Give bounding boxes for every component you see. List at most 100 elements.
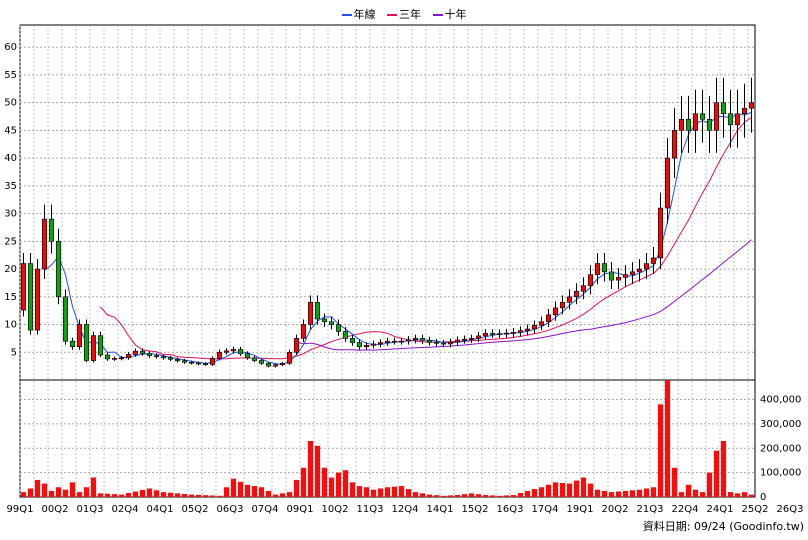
candle-body: [678, 118, 685, 131]
volume-tick-label: 200,000: [760, 443, 801, 454]
volume-bar: [209, 495, 216, 497]
candle-body: [377, 342, 384, 345]
volume-bar: [251, 486, 258, 497]
legend-swatch-annual: [341, 14, 352, 16]
x-tick-label: 00Q2: [42, 504, 69, 515]
candle-body: [195, 362, 202, 365]
volume-bar: [188, 494, 195, 497]
volume-bar: [594, 489, 601, 497]
candle-body: [265, 363, 272, 367]
volume-tick-label: 0: [760, 492, 766, 503]
candle-body: [160, 356, 167, 359]
candle-body: [69, 340, 76, 348]
candle-body: [209, 358, 216, 365]
price-tick-label: 60: [4, 42, 17, 53]
price-tick-label: 35: [4, 181, 17, 192]
candle-body: [741, 107, 748, 115]
candle-body: [286, 351, 293, 364]
candle-body: [671, 130, 678, 159]
volume-bar: [517, 492, 524, 497]
volume-bar: [125, 493, 132, 497]
candle-body: [391, 340, 398, 343]
candle-body: [118, 357, 125, 360]
candle-body: [713, 102, 720, 131]
price-tick-label: 30: [4, 209, 17, 220]
volume-bar: [713, 450, 720, 497]
x-tick-label: 11Q3: [357, 504, 384, 515]
price-panel-frame: [19, 24, 756, 381]
volume-bar: [230, 478, 237, 497]
volume-bar: [104, 493, 111, 497]
x-tick-label: 14Q1: [427, 504, 454, 515]
volume-bar: [503, 495, 510, 497]
candle-body: [706, 118, 713, 131]
x-tick-label: 02Q4: [112, 504, 139, 515]
candle-body: [559, 302, 566, 309]
candle-body: [363, 345, 370, 348]
volume-bar: [363, 487, 370, 497]
candle-body: [468, 338, 475, 340]
price-tick-label: 40: [4, 153, 17, 164]
volume-bar: [300, 467, 307, 497]
volume-bar: [566, 483, 573, 497]
volume-bar: [433, 495, 440, 497]
volume-bar: [55, 487, 62, 497]
volume-bar: [202, 495, 209, 497]
volume-tick-label: 300,000: [760, 419, 801, 430]
candle-body: [76, 324, 83, 348]
candle-body: [461, 338, 468, 341]
volume-bar: [139, 489, 146, 497]
price-tick-label: 20: [4, 264, 17, 275]
x-tick-label: 21Q3: [637, 504, 664, 515]
volume-bar: [657, 404, 664, 497]
candle-body: [447, 341, 454, 345]
candle-body: [384, 340, 391, 343]
candle-body: [202, 363, 209, 366]
candle-body: [496, 333, 503, 335]
candle-body: [272, 364, 279, 367]
candle-body: [132, 350, 139, 355]
candle-body: [307, 302, 314, 325]
x-tick-label: 09Q1: [287, 504, 314, 515]
volume-bar: [384, 487, 391, 497]
volume-bar: [391, 486, 398, 497]
legend-label-10year: 十年: [444, 8, 467, 21]
candle-body: [636, 268, 643, 273]
volume-bar: [118, 494, 125, 497]
candle-body: [482, 333, 489, 337]
volume-bar: [608, 492, 615, 497]
volume-bar: [524, 490, 531, 497]
candle-body: [342, 331, 349, 339]
volume-bar: [461, 494, 468, 497]
volume-bar: [132, 491, 139, 497]
volume-bar: [447, 495, 454, 497]
volume-bar: [62, 489, 69, 497]
candle-body: [174, 358, 181, 362]
volume-bar: [286, 492, 293, 497]
volume-bar: [678, 492, 685, 497]
volume-bar: [601, 490, 608, 497]
candle-body: [153, 355, 160, 358]
volume-bar: [545, 484, 552, 497]
x-tick-label: 01Q3: [77, 504, 104, 515]
candle-body: [538, 321, 545, 326]
three-year-ma-line: [100, 116, 752, 360]
volume-bar: [146, 488, 153, 497]
volume-bar: [692, 489, 699, 497]
candle-body: [573, 290, 580, 298]
volume-bar: [622, 490, 629, 497]
volume-bar: [160, 492, 167, 497]
volume-bar: [587, 483, 594, 497]
annual-ma-line: [44, 111, 752, 365]
volume-bar: [496, 495, 503, 497]
candle-body: [104, 354, 111, 360]
candle-body: [314, 302, 321, 320]
volume-bar: [342, 470, 349, 497]
candle-body: [643, 263, 650, 270]
candle-body: [34, 268, 41, 331]
volume-bar: [321, 467, 328, 497]
x-tick-label: 04Q1: [147, 504, 174, 515]
candle-body: [454, 339, 461, 343]
candle-body: [517, 330, 524, 333]
candle-body: [419, 338, 426, 341]
